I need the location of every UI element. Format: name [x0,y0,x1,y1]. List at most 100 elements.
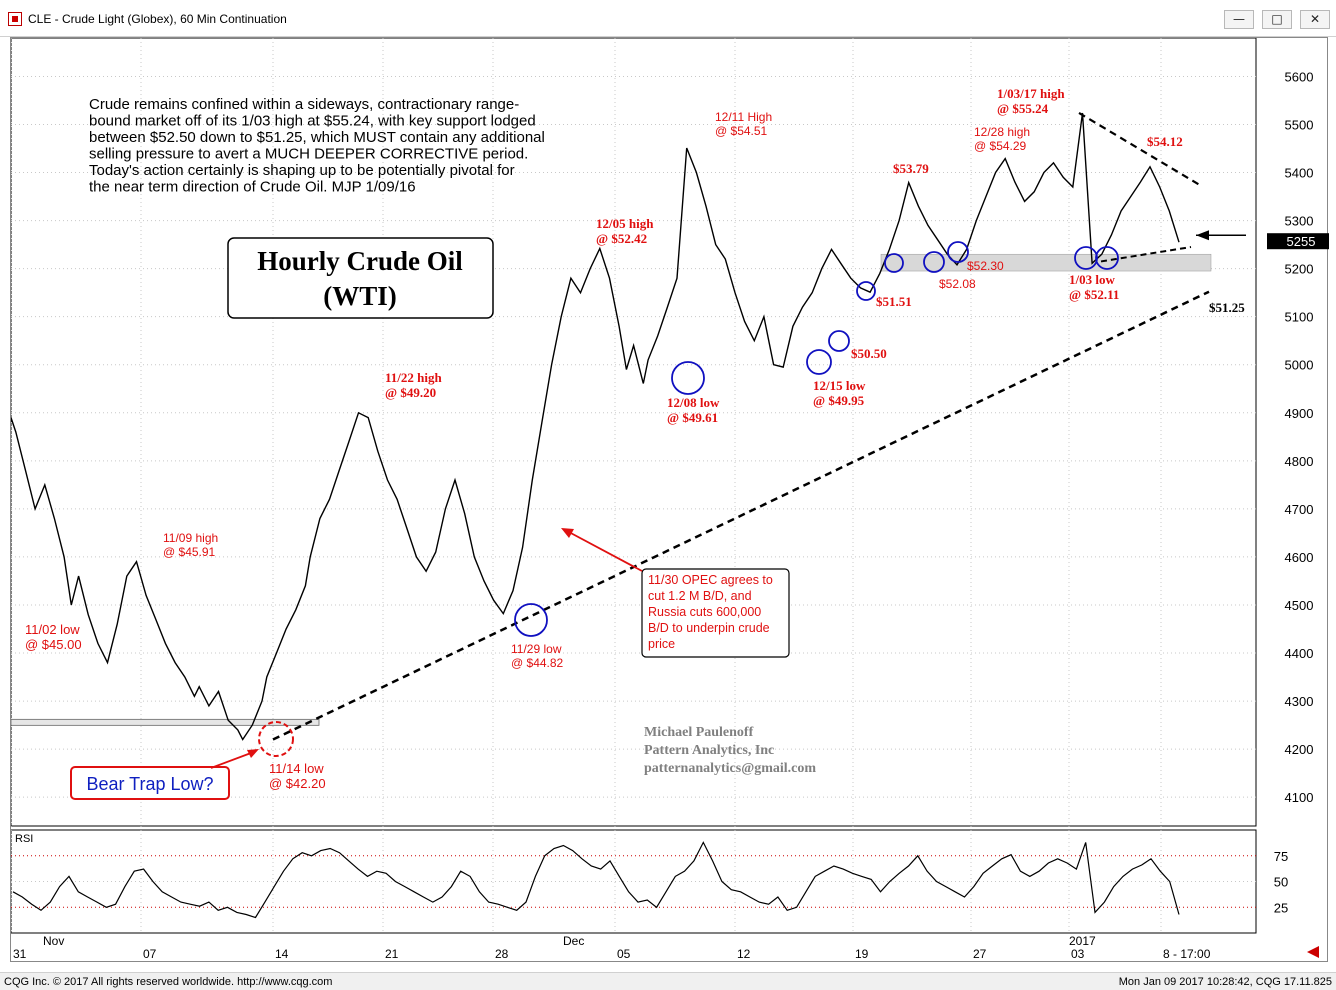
window-title: CLE - Crude Light (Globex), 60 Min Conti… [28,12,287,26]
annotation-nov02-low: 11/02 low [25,622,80,637]
price-chart[interactable]: 4100 4200 4300 4400 4500 4600 4700 4800 4900 5000… [11,38,1329,963]
chart-title-line2: (WTI) [323,281,397,311]
commentary-line: Crude remains confined within a sideways… [89,96,519,113]
bear-trap-label: Bear Trap Low? [86,774,213,794]
credit-line: Pattern Analytics, Inc [644,743,774,758]
low-circle [806,349,832,375]
copyright-text: CQG Inc. © 2017 All rights reserved worl… [4,976,333,988]
annotation-dec28-high: 12/28 high [974,125,1030,139]
annotation-jan03-high: @ $55.24 [997,101,1049,116]
y-tick-label: 4200 [1285,742,1314,757]
annotation-nov29-low: 11/29 low [511,642,562,656]
bear-trap-circle [258,721,294,757]
annotation-nov22-high: @ $49.20 [385,385,436,400]
low-circle [884,253,904,273]
low-circle [514,603,548,637]
y-tick-label: 5500 [1285,117,1314,132]
opec-note-line: price [648,637,675,651]
annotation-price-5230: $52.30 [967,259,1004,273]
annotation-dec08-low: 12/08 low [667,395,720,410]
maximize-button[interactable]: □ [1262,10,1292,29]
annotation-dec05-high: 12/05 high [596,216,654,231]
opec-arrowhead [561,528,574,538]
low-circle [923,251,945,273]
chart-frame[interactable]: 4100 4200 4300 4400 4500 4600 4700 4800 4900 5000… [10,37,1329,963]
x-tick-label: 19 [855,947,869,961]
annotation-dec15-low: @ $49.95 [813,393,865,408]
rsi-tick-label: 25 [1274,900,1288,915]
price-panel-border [11,38,1257,827]
annotation-price-5412: $54.12 [1147,134,1183,149]
y-tick-label: 5200 [1285,262,1314,277]
annotation-nov14-low: 11/14 low [269,761,324,776]
y-tick-label: 5300 [1285,214,1314,229]
minimize-button[interactable]: — [1224,10,1254,29]
annotation-nov09-high: 11/09 high [163,531,218,545]
credit-line: patternanalytics@gmail.com [644,761,816,776]
annotation-nov14-low: @ $42.20 [269,776,326,791]
commentary-line: selling pressure to avert a MUCH DEEPER … [89,146,528,163]
x-tick-label: 03 [1071,947,1085,961]
opec-note-line: cut 1.2 M B/D, and [648,589,752,603]
low-circle [856,281,876,301]
x-month-label: Nov [43,934,64,948]
annotation-jan03-low: @ $52.11 [1069,287,1119,302]
opec-note-box [641,568,790,658]
support-zone [880,253,1212,272]
status-timestamp: Mon Jan 09 2017 10:28:42, CQG 17.11.825 [1118,976,1332,988]
x-tick-label: 31 [13,947,27,961]
annotation-dec11-high: @ $54.51 [715,124,768,138]
cqg-app-icon [8,12,22,26]
base-support-band [11,718,320,726]
rising-trendline [272,290,1210,741]
x-tick-label: 07 [143,947,157,961]
credit-line: Michael Paulenoff [644,725,754,740]
price-line [11,112,1180,741]
annotation-dec15-low: 12/15 low [813,378,866,393]
opec-note-line: Russia cuts 600,000 [648,605,761,619]
last-price-label: 5255 [1287,234,1316,249]
commentary-line: bound market off of its 1/03 high at $55… [89,113,536,130]
annotation-dec11-high: 12/11 High [715,110,772,124]
low-circle [1095,246,1119,270]
low-circle [828,330,850,352]
x-tick-label: 12 [737,947,751,961]
rsi-tick-label: 75 [1274,849,1288,864]
x-tick-label: 27 [973,947,987,961]
last-price-tag [1267,233,1329,250]
y-tick-label: 4900 [1285,406,1314,421]
close-button[interactable]: ✕ [1300,10,1330,29]
opec-arrow-line [566,530,643,572]
annotation-dec28-high: @ $54.29 [974,139,1027,153]
y-tick-label: 5600 [1285,69,1314,84]
annotation-jan03-low: 1/03 low [1069,272,1115,287]
annotation-price-5379: $53.79 [893,161,929,176]
status-bar: CQG Inc. © 2017 All rights reserved worl… [0,972,1336,990]
annotation-dec05-high: @ $52.42 [596,231,647,246]
annotation-price-5050: $50.50 [851,346,887,361]
annotation-nov02-low: @ $45.00 [25,637,82,652]
annotation-nov22-high: 11/22 high [385,370,442,385]
low-circle [1074,246,1098,270]
support-trendline [1100,246,1192,263]
last-price-arrowhead [1196,230,1209,241]
annotation-price-5125: $51.25 [1209,300,1245,315]
y-tick-label: 4500 [1285,598,1314,613]
x-month-label: 2017 [1069,934,1096,948]
bear-trap-arrowhead [247,749,259,758]
y-tick-label: 4600 [1285,550,1314,565]
window-titlebar: CLE - Crude Light (Globex), 60 Min Conti… [0,0,1336,37]
annotation-price-5208: $52.08 [939,277,976,291]
y-tick-label: 5000 [1285,358,1314,373]
opec-note-line: 11/30 OPEC agrees to [648,573,773,587]
annotation-nov09-high: @ $45.91 [163,545,216,559]
commentary-line: between $52.50 down to $51.25, which MUS… [89,129,545,146]
commentary-line: the near term direction of Crude Oil. MJ… [89,179,416,196]
x-tick-label: 21 [385,947,399,961]
x-tick-label: 28 [495,947,509,961]
title-box [227,237,494,319]
bear-trap-box [70,766,230,800]
y-tick-label: 5400 [1285,166,1314,181]
rsi-label: RSI [15,833,33,845]
x-tick-label: 05 [617,947,631,961]
